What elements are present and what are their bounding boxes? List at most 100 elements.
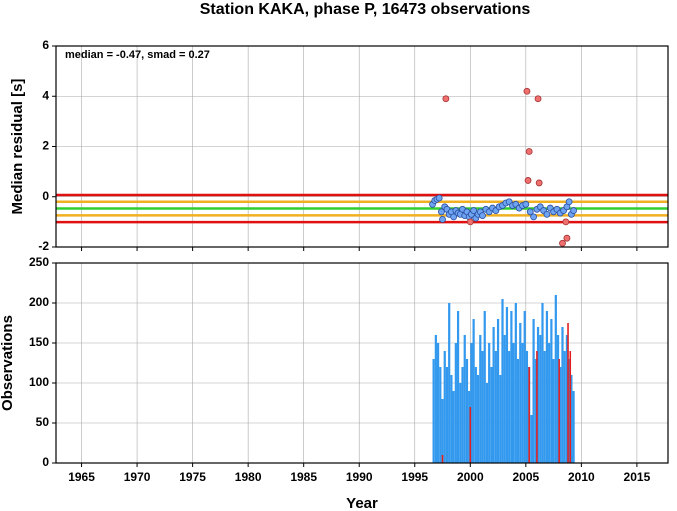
bar — [503, 335, 506, 463]
x-tick-label: 1965 — [68, 470, 95, 484]
data-point — [526, 208, 534, 216]
bar — [563, 351, 566, 463]
x-axis-label: Year — [346, 495, 378, 511]
bar — [468, 391, 471, 463]
bar — [519, 323, 522, 463]
y-tick-label: 0 — [42, 189, 49, 203]
bar — [492, 327, 495, 463]
data-point — [523, 87, 531, 95]
bar — [441, 455, 444, 463]
bar — [456, 311, 460, 463]
x-tick-label: 2000 — [457, 470, 484, 484]
bar — [572, 391, 575, 463]
x-tick-label: 1990 — [346, 470, 373, 484]
bar — [567, 323, 569, 463]
data-point — [466, 218, 474, 226]
x-tick-label: 1995 — [401, 470, 428, 484]
y-tick-label: 6 — [42, 38, 49, 52]
bar — [539, 335, 542, 463]
bar — [448, 303, 451, 463]
bar — [441, 399, 444, 463]
bar — [445, 367, 449, 463]
x-tick-label: 2015 — [624, 470, 651, 484]
bar — [541, 303, 544, 463]
x-tick-label: 2010 — [568, 470, 595, 484]
bar — [536, 351, 538, 463]
bar — [534, 359, 537, 463]
y-tick-label: 150 — [29, 335, 49, 349]
data-point — [565, 198, 573, 206]
bar — [472, 319, 475, 463]
bar — [485, 383, 489, 463]
bar — [545, 311, 549, 463]
bar — [570, 375, 573, 463]
bar — [548, 343, 551, 463]
data-point — [563, 234, 571, 242]
y-tick-label: 100 — [29, 375, 49, 389]
bar — [454, 343, 457, 463]
data-point — [570, 207, 577, 214]
bar — [443, 351, 446, 463]
bar — [508, 351, 511, 463]
bar — [459, 383, 462, 463]
bar — [514, 303, 517, 463]
bar — [499, 375, 502, 463]
bar — [523, 311, 526, 463]
data-point — [562, 218, 570, 226]
y-tick-label: 250 — [29, 255, 49, 269]
bar — [490, 367, 493, 463]
bar — [521, 343, 524, 463]
bar — [469, 407, 472, 463]
bar — [530, 415, 533, 463]
data-point — [543, 210, 551, 218]
bar — [483, 311, 486, 463]
bar — [559, 367, 562, 463]
x-tick-label: 1970 — [124, 470, 151, 484]
data-point — [524, 177, 532, 184]
bar — [474, 367, 477, 463]
bar — [536, 327, 540, 463]
plot-frame — [55, 45, 669, 248]
y-tick-label: 50 — [36, 415, 50, 429]
plot-frame — [55, 262, 669, 464]
bar — [479, 335, 482, 463]
x-tick-label: 2005 — [512, 470, 539, 484]
bar — [512, 343, 515, 463]
bar — [554, 295, 557, 463]
bar — [516, 359, 520, 463]
bar — [558, 359, 560, 463]
y-tick-label: 2 — [42, 139, 49, 153]
bar — [481, 351, 484, 463]
bar — [565, 335, 569, 463]
data-point — [530, 213, 538, 221]
bar — [543, 351, 546, 463]
bar — [569, 351, 572, 463]
data-point — [439, 215, 446, 223]
y-axis-label: Median residual [s] — [9, 79, 26, 215]
bar — [434, 335, 437, 463]
bar — [452, 391, 455, 463]
data-point — [470, 207, 478, 214]
chart-title: Station KAKA, phase P, 16473 observation… — [200, 1, 531, 18]
bar — [501, 299, 504, 463]
bar — [463, 335, 466, 463]
data-point — [534, 95, 542, 103]
data-point — [535, 179, 543, 187]
bar — [465, 359, 469, 463]
bar — [550, 319, 553, 463]
data-point — [559, 239, 566, 247]
bar — [532, 319, 535, 463]
data-point — [479, 212, 486, 219]
data-point — [438, 208, 445, 216]
bar — [488, 343, 491, 463]
data-point — [525, 148, 533, 155]
bar — [450, 375, 453, 463]
bar — [510, 311, 513, 463]
data-point — [450, 213, 458, 221]
annotation: median = -0.47, smad = 0.27 — [65, 49, 210, 61]
bar — [494, 351, 497, 463]
y-tick-label: 4 — [42, 88, 49, 102]
bar — [561, 327, 564, 463]
x-tick-label: 1985 — [290, 470, 317, 484]
